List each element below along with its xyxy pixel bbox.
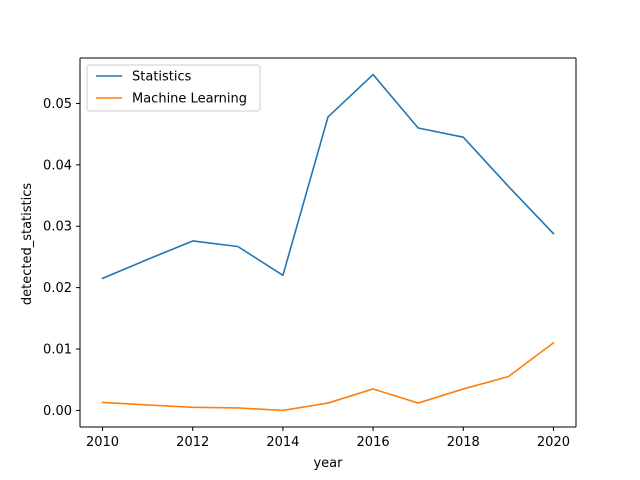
x-tick-label: 2020 [537,435,570,450]
plot-area [79,57,577,428]
x-axis-ticks: 2010 2012 2014 2016 2018 2020 [86,427,570,450]
x-tick-label: 2016 [357,435,390,450]
x-axis-label: year [313,456,343,471]
legend-label: Machine Learning [132,92,247,107]
y-axis-ticks: 0.00 0.01 0.02 0.03 0.04 0.05 [43,97,80,419]
x-tick-label: 2012 [176,435,209,450]
series-line-1 [101,73,555,280]
legend-label: Statistics [132,70,192,85]
x-tick-label: 2010 [86,435,119,450]
legend-box [86,64,261,112]
y-axis-label: detected_statistics [20,183,35,306]
series-lines [101,73,555,412]
y-tick-label: 0.05 [43,97,72,112]
y-tick-label: 0.04 [43,158,72,173]
y-tick-label: 0.01 [43,343,72,358]
x-tick-label: 2014 [266,435,299,450]
x-tick-label: 2018 [447,435,480,450]
y-tick-label: 0.03 [43,220,72,235]
plot-background [80,58,576,427]
y-tick-label: 0.00 [43,404,72,419]
y-tick-label: 0.02 [43,281,72,296]
series-line-2 [101,341,555,412]
legend: Statistics Machine Learning [86,64,261,112]
